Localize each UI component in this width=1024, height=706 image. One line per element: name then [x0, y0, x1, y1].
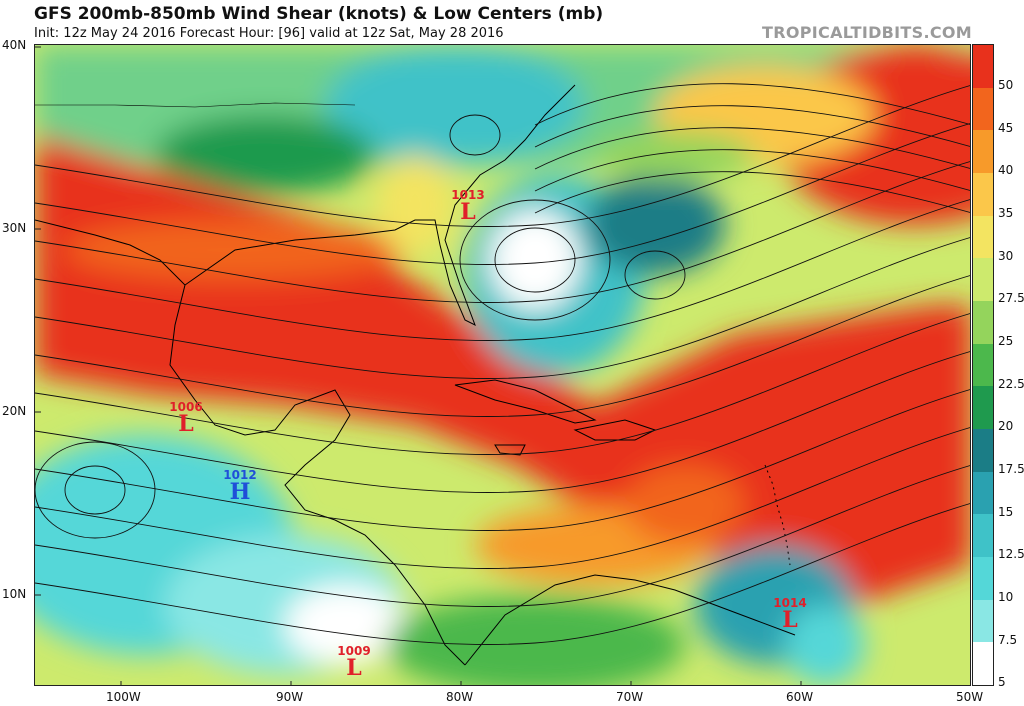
- streamline: [35, 161, 970, 303]
- jamaica-coast: [494, 444, 526, 456]
- pressure-value: 1009: [337, 644, 371, 658]
- mexico-coast: [35, 219, 466, 666]
- colorbar-swatch: [973, 87, 993, 131]
- lat-label-10n: 10N: [2, 587, 27, 601]
- cuba-coast: [454, 379, 597, 424]
- lat-label-40n: 40N: [2, 38, 27, 52]
- low-pressure-center: 1014 L: [770, 596, 810, 633]
- colorbar-label: 30: [998, 248, 1014, 263]
- colorbar-swatch: [973, 429, 993, 473]
- lon-label-90w: 90W: [276, 690, 304, 704]
- colorbar-label: 7.5: [998, 632, 1018, 647]
- colorbar-swatch: [973, 642, 993, 686]
- streamline-gyre: [64, 465, 126, 515]
- chart-title: GFS 200mb-850mb Wind Shear (knots) & Low…: [34, 4, 604, 24]
- pressure-letter: L: [460, 199, 476, 225]
- streamline: [534, 105, 970, 148]
- colorbar-label: 20: [998, 419, 1014, 434]
- colorbar-swatch: [973, 557, 993, 601]
- colorbar-label: 15: [998, 504, 1014, 519]
- colorbar-swatch: [973, 343, 993, 387]
- streamline: [35, 123, 970, 265]
- colorbar-swatch: [973, 258, 993, 302]
- lon-label-60w: 60W: [786, 690, 814, 704]
- pressure-letter: L: [346, 655, 362, 681]
- shear-map: [34, 44, 971, 686]
- hispaniola-coast: [573, 419, 657, 441]
- streamline: [35, 313, 970, 455]
- streamline: [35, 85, 970, 227]
- colorbar-label: 35: [998, 206, 1014, 220]
- coastlines: [35, 84, 796, 666]
- streamline: [35, 237, 970, 379]
- low-pressure-center: 1009 L: [334, 644, 374, 681]
- streamline: [35, 351, 970, 493]
- colorbar-label: 50: [998, 78, 1014, 92]
- brand-watermark: TROPICALTIDBITS.COM: [762, 23, 972, 42]
- colorbar-label: 12.5: [998, 547, 1024, 562]
- lat-label-20n: 20N: [2, 404, 27, 418]
- colorbar-swatch: [973, 471, 993, 515]
- colorbar-label: 5: [998, 675, 1006, 690]
- streamline: [35, 199, 970, 341]
- colorbar-swatch: [973, 130, 993, 174]
- lon-label-80w: 80W: [446, 690, 474, 704]
- streamline: [534, 83, 970, 126]
- south-america-coast: [464, 574, 796, 666]
- colorbar-swatch: [973, 173, 993, 217]
- streamline: [534, 149, 970, 192]
- colorbar-label: 25: [998, 334, 1014, 348]
- lon-label-50w: 50W: [956, 690, 984, 704]
- colorbar-swatch: [973, 301, 993, 345]
- shear-field-svg: [35, 45, 970, 685]
- pressure-letter: L: [782, 607, 798, 633]
- streamline-gyre: [459, 199, 611, 321]
- lon-label-100w: 100W: [106, 690, 141, 704]
- chart-subtitle: Init: 12z May 24 2016 Forecast Hour: [96…: [34, 26, 504, 41]
- streamline-gyre: [449, 114, 501, 156]
- streamline-gyre: [35, 441, 156, 539]
- state-borders: [35, 102, 356, 108]
- streamline: [35, 503, 970, 645]
- lat-label-30n: 30N: [2, 221, 27, 235]
- colorbar-label: 10: [998, 590, 1014, 604]
- colorbar-label: 17.5: [998, 462, 1024, 476]
- streamline: [35, 427, 970, 569]
- colorbar-swatch: [973, 215, 993, 259]
- axis-ticks: [35, 46, 802, 685]
- streamline: [534, 171, 970, 214]
- colorbar-swatch: [973, 386, 993, 430]
- colorbar-label: 45: [998, 120, 1014, 135]
- pressure-value: 1006: [169, 400, 203, 414]
- colorbar-swatch: [973, 514, 993, 558]
- streamline: [35, 389, 970, 531]
- pressure-value: 1014: [773, 596, 807, 610]
- streamline: [534, 127, 970, 170]
- lon-label-70w: 70W: [616, 690, 644, 704]
- streamline: [35, 275, 970, 417]
- us-gulf-atlantic-coast: [184, 84, 576, 327]
- streamline: [35, 465, 970, 607]
- pressure-value: 1013: [451, 188, 485, 202]
- low-pressure-center: 1006 L: [166, 400, 206, 437]
- colorbar-swatch: [973, 599, 993, 643]
- shear-colorbar: [972, 44, 994, 686]
- colorbar-swatch: [973, 45, 993, 89]
- low-pressure-center: 1013 L: [448, 188, 488, 225]
- pressure-value: 1012: [223, 468, 257, 482]
- colorbar-label: 40: [998, 163, 1014, 178]
- pressure-letter: H: [229, 479, 251, 505]
- streamlines: [35, 83, 970, 645]
- streamline-gyre: [494, 227, 576, 293]
- high-pressure-center: 1012 H: [220, 468, 260, 505]
- colorbar-label: 27.5: [998, 291, 1024, 306]
- streamline-gyre: [624, 250, 686, 300]
- pressure-letter: L: [178, 411, 194, 437]
- colorbar-label: 22.5: [998, 376, 1024, 391]
